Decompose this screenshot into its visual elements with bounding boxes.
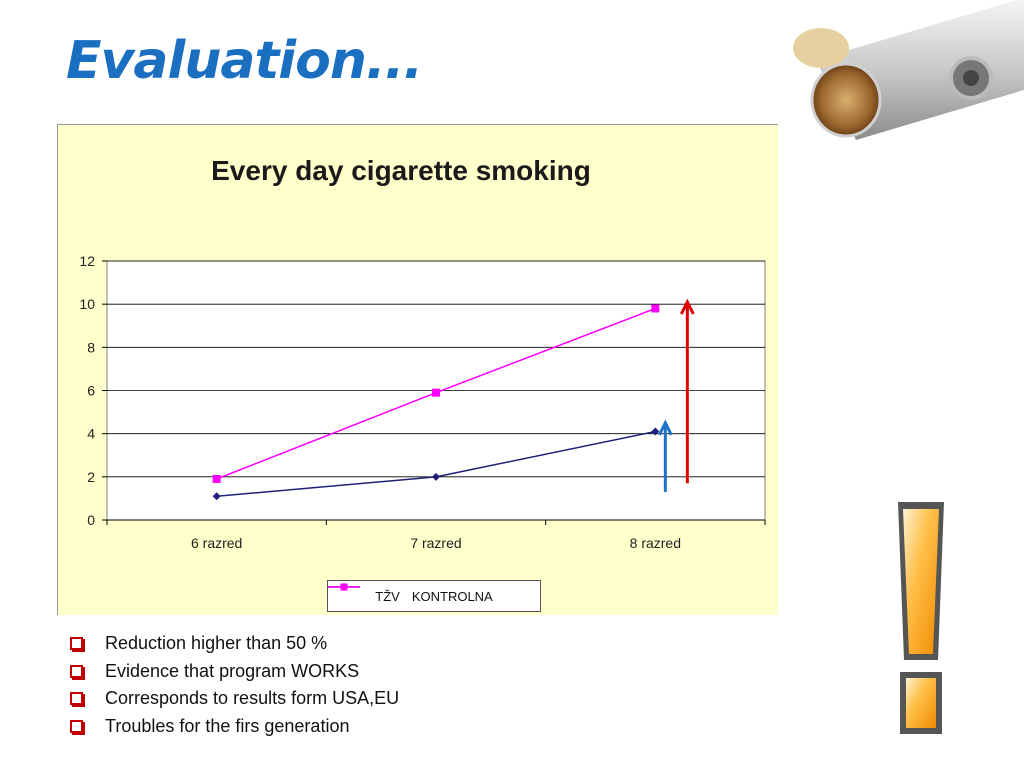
bullet-text: Troubles for the firs generation: [105, 715, 350, 736]
blue-arrow-head: [657, 419, 673, 436]
bullet-list: Reduction higher than 50 % Evidence that…: [70, 630, 399, 740]
data-point: [651, 427, 660, 436]
checkbox-bullet-icon: [70, 719, 83, 733]
bullet-item: Reduction higher than 50 %: [70, 630, 399, 658]
bullet-text: Evidence that program WORKS: [105, 660, 360, 681]
bullet-item: Troubles for the firs generation: [70, 713, 399, 741]
y-tick-label: 4: [87, 426, 95, 442]
data-point: [212, 474, 221, 483]
bullet-text: Corresponds to results form USA,EU: [105, 688, 400, 709]
bullet-item: Corresponds to results form USA,EU: [70, 685, 399, 713]
exclamation-icon: [898, 502, 944, 734]
legend-label-tzv: TŽV: [375, 588, 400, 604]
data-point: [432, 388, 440, 397]
legend-entry-kontrolna: KONTROLNA: [328, 583, 493, 604]
data-point: [651, 304, 660, 313]
slide-title: Evaluation...: [66, 31, 423, 91]
chart-legend: TŽV KONTROLNA: [327, 580, 541, 612]
bullet-item: Evidence that program WORKS: [70, 658, 399, 686]
y-tick-label: 8: [87, 339, 95, 355]
chart-title: Every day cigarette smoking: [211, 155, 591, 186]
y-tick-label: 10: [79, 296, 95, 312]
chart-panel: Every day cigarette smoking 0 2 4 6 8 10 12 6 r…: [57, 124, 778, 615]
x-tick-label: 7 razred: [410, 535, 461, 551]
checkbox-bullet-icon: [70, 637, 83, 651]
legend-marker-kontrolna: [328, 583, 360, 591]
y-tick-label: 2: [87, 469, 95, 485]
cigarette-image: [793, 0, 1024, 140]
line-chart: 0 2 4 6 8 10 12 6 razred 7 razred 8 razred: [79, 253, 766, 551]
legend-entry-tzv: TŽV: [328, 583, 400, 604]
x-tick-label: 8 razred: [630, 535, 681, 551]
y-tick-label: 0: [87, 512, 95, 528]
data-point: [212, 492, 221, 501]
data-point: [432, 472, 440, 481]
y-tick-label: 6: [87, 383, 95, 399]
y-tick-label: 12: [79, 253, 95, 269]
legend-label-kontrolna: KONTROLNA: [411, 588, 493, 604]
checkbox-bullet-icon: [70, 692, 83, 706]
red-arrow-head: [679, 298, 695, 315]
bullet-text: Reduction higher than 50 %: [105, 633, 328, 654]
x-tick-label: 6 razred: [191, 535, 242, 551]
checkbox-bullet-icon: [70, 664, 83, 678]
